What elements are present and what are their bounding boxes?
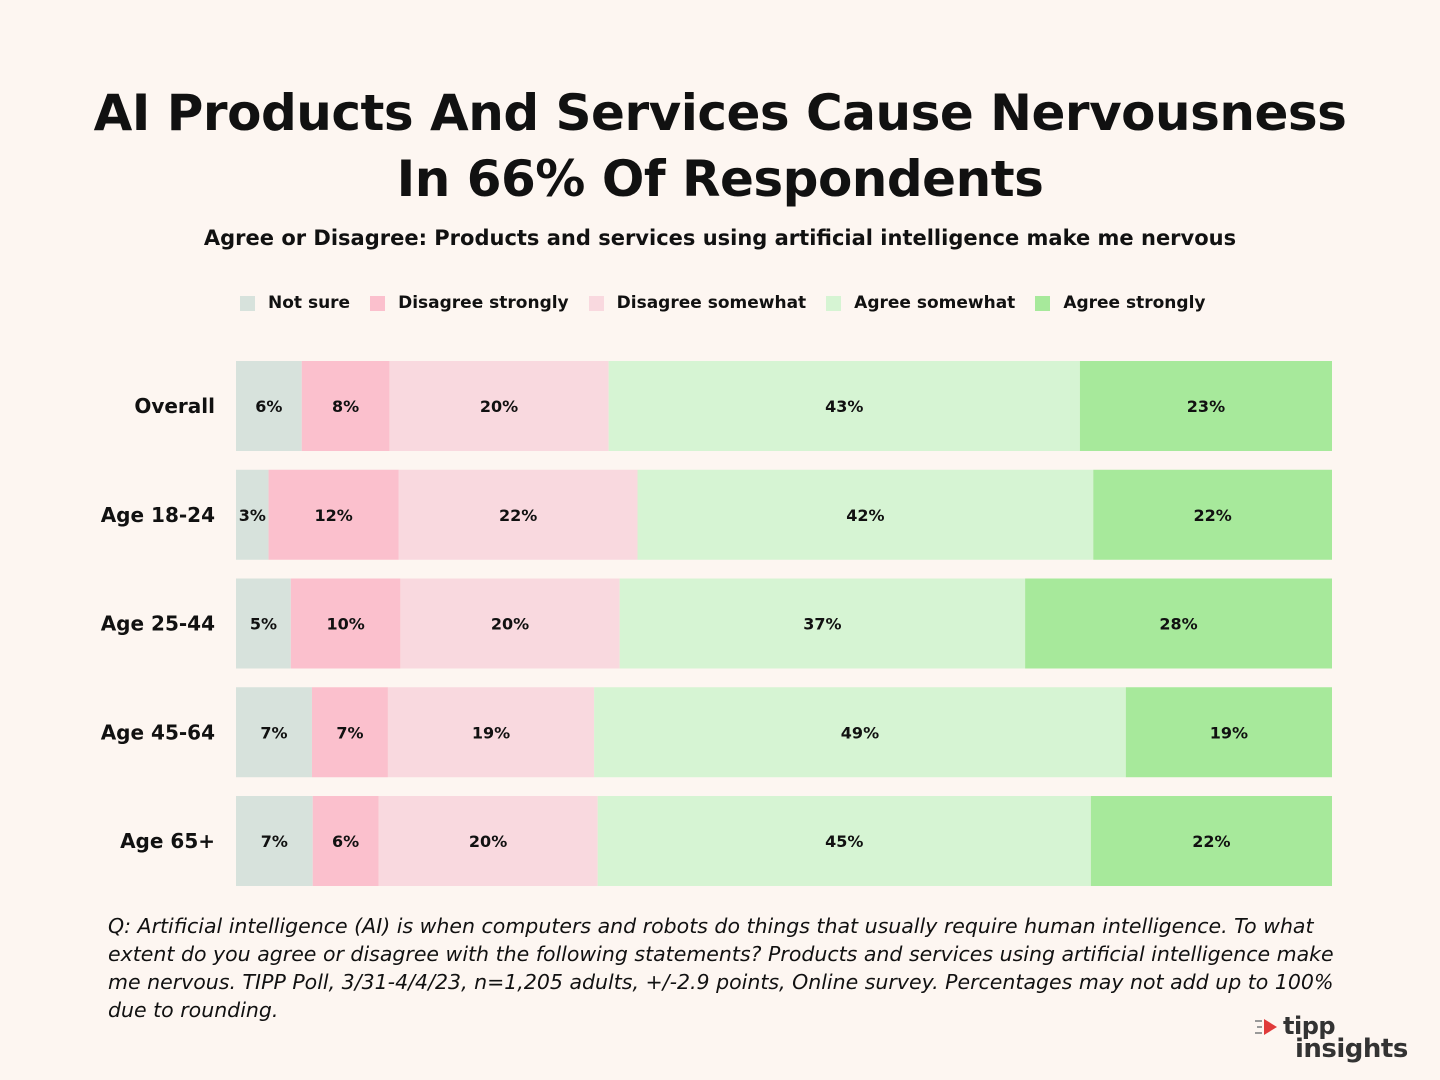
data-label: 42% xyxy=(846,506,884,525)
bar-segment xyxy=(236,469,269,560)
bar-segment xyxy=(1093,469,1332,560)
data-label: 22% xyxy=(499,506,537,525)
bar-segment xyxy=(594,687,1126,778)
data-label: 45% xyxy=(825,832,863,851)
legend: Not sure Disagree strongly Disagree somewh… xyxy=(240,291,1226,315)
legend-swatch xyxy=(1035,295,1051,311)
legend-swatch xyxy=(240,295,255,311)
bar-segment xyxy=(398,469,638,560)
data-label: 23% xyxy=(1187,397,1225,416)
bar-segment xyxy=(236,578,291,669)
tipp-insights-logo: tipp insights xyxy=(1255,1012,1415,1068)
bar-segment xyxy=(608,361,1080,451)
data-label: 43% xyxy=(825,397,863,416)
bar-segment xyxy=(1025,578,1332,669)
legend-label: Agree strongly xyxy=(1063,293,1206,313)
bar-segment xyxy=(1090,796,1332,886)
bar-segment xyxy=(311,687,388,778)
data-label: 37% xyxy=(803,615,841,634)
data-label: 5% xyxy=(250,615,277,634)
bar-segment xyxy=(290,578,401,669)
footnote: Q: Artificial intelligence (AI) is when … xyxy=(108,914,1334,1022)
legend-swatch xyxy=(826,295,842,311)
data-label: 20% xyxy=(491,615,529,634)
data-label: 28% xyxy=(1159,615,1197,634)
bar-segment xyxy=(637,469,1094,560)
bar-segment xyxy=(378,796,598,886)
logo-text-bottom: insights xyxy=(1295,1034,1408,1064)
legend-label: Agree somewhat xyxy=(854,293,1016,313)
data-label: 8% xyxy=(332,397,359,416)
data-label: 7% xyxy=(260,723,287,742)
data-label: 3% xyxy=(239,506,266,525)
legend-label: Not sure xyxy=(268,293,351,313)
data-label: 10% xyxy=(326,615,364,634)
bar-segment xyxy=(236,687,312,778)
category-label: Age 65+ xyxy=(120,829,215,853)
data-label: 7% xyxy=(261,832,288,851)
chart-title: AI Products And Services Cause Nervousne… xyxy=(93,84,1347,208)
data-label: 20% xyxy=(480,397,518,416)
bar-segment xyxy=(387,687,595,778)
legend-swatch xyxy=(370,295,386,311)
legend-item: Not sure xyxy=(240,293,350,313)
bar-segment xyxy=(400,578,620,669)
data-label: 22% xyxy=(1193,506,1231,525)
bar-segment xyxy=(619,578,1026,669)
category-label: Age 25-44 xyxy=(101,612,215,636)
legend-item: Agree strongly xyxy=(1035,293,1206,313)
legend-item: Agree somewhat xyxy=(826,293,1015,313)
data-label: 22% xyxy=(1192,832,1230,851)
data-label: 7% xyxy=(336,723,363,742)
category-label: Age 45-64 xyxy=(101,720,215,744)
chart-subtitle: Agree or Disagree: Products and services… xyxy=(203,226,1237,250)
data-label: 19% xyxy=(472,723,510,742)
legend-label: Disagree somewhat xyxy=(616,293,807,313)
bar-segment xyxy=(236,796,313,886)
legend-swatch xyxy=(588,295,604,311)
logo-text-top: tipp xyxy=(1283,1012,1336,1040)
bar-segment xyxy=(268,469,399,560)
category-label: Age 18-24 xyxy=(101,503,215,527)
data-label: 19% xyxy=(1210,723,1248,742)
data-label: 6% xyxy=(332,832,359,851)
legend-item: Disagree strongly xyxy=(370,293,569,313)
bar-segment xyxy=(236,361,302,451)
bar-segment xyxy=(1079,361,1332,451)
data-label: 20% xyxy=(469,832,507,851)
bar-segment xyxy=(597,796,1091,886)
bar-segment xyxy=(301,361,390,451)
data-label: 49% xyxy=(841,723,879,742)
legend-label: Disagree strongly xyxy=(398,293,569,313)
bar-segment xyxy=(389,361,609,451)
category-label: Overall xyxy=(134,394,215,418)
data-label: 6% xyxy=(255,397,282,416)
bar-segment xyxy=(312,796,379,886)
data-label: 12% xyxy=(315,506,353,525)
logo-arrow-icon xyxy=(1255,1019,1277,1035)
bar-segment xyxy=(1125,687,1332,778)
legend-item: Disagree somewhat xyxy=(588,293,807,313)
